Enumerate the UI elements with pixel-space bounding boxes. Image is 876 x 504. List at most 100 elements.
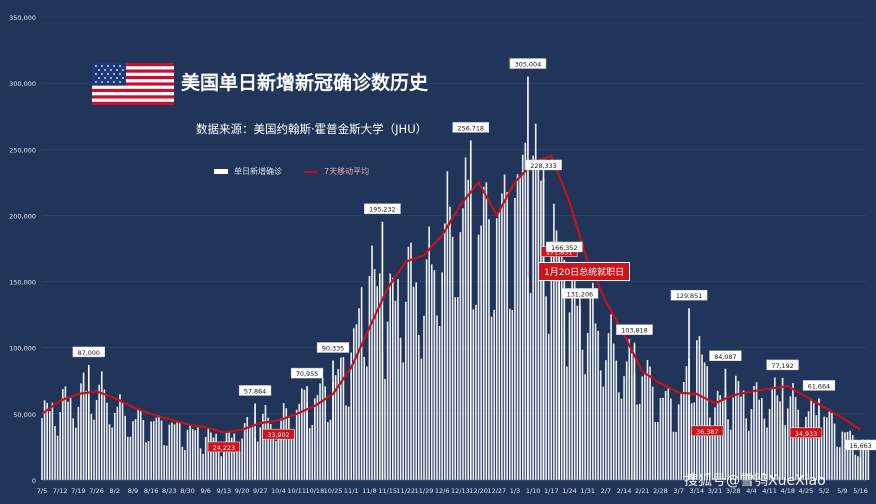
daily-bar bbox=[64, 386, 67, 480]
x-tick-label: 4/18 bbox=[780, 487, 795, 495]
y-tick-label: 350,000 bbox=[9, 14, 36, 22]
daily-bar bbox=[199, 448, 202, 480]
daily-bar bbox=[360, 287, 363, 480]
daily-bar bbox=[521, 154, 524, 480]
daily-bar bbox=[267, 417, 269, 480]
daily-bar bbox=[740, 396, 742, 480]
daily-bar bbox=[308, 428, 311, 480]
daily-bar bbox=[428, 226, 430, 480]
daily-bar bbox=[560, 251, 563, 480]
daily-bar bbox=[737, 381, 740, 480]
daily-bar bbox=[293, 430, 295, 480]
daily-bar bbox=[828, 411, 831, 480]
daily-bar bbox=[337, 369, 340, 480]
x-tick-label: 2/21 bbox=[635, 487, 650, 495]
daily-bar bbox=[165, 445, 168, 480]
daily-bar bbox=[503, 174, 506, 480]
us-flag-graphic bbox=[92, 63, 174, 105]
daily-bar bbox=[701, 354, 703, 480]
daily-bar bbox=[67, 401, 69, 480]
daily-bar bbox=[366, 366, 368, 480]
daily-bar bbox=[410, 242, 412, 480]
daily-bar bbox=[758, 399, 761, 480]
data-label-box bbox=[207, 441, 241, 453]
x-tick-label: 9/6 bbox=[200, 487, 210, 495]
daily-bar bbox=[46, 402, 49, 480]
daily-bar bbox=[454, 297, 456, 480]
x-tick-label: 4/11 bbox=[762, 487, 777, 495]
daily-bar bbox=[415, 282, 417, 480]
x-tick-label: 5/9 bbox=[837, 487, 847, 495]
y-tick-label: 250,000 bbox=[9, 146, 36, 154]
daily-bar bbox=[399, 337, 402, 480]
data-label: 195,232 bbox=[369, 206, 395, 214]
data-label: 16,663 bbox=[849, 442, 871, 450]
daily-bar bbox=[168, 424, 171, 480]
x-tick-label: 11/29 bbox=[415, 487, 434, 495]
daily-bar bbox=[631, 353, 633, 480]
daily-bar bbox=[220, 456, 223, 480]
daily-bar bbox=[132, 421, 134, 480]
daily-bar bbox=[664, 391, 667, 480]
daily-bar bbox=[394, 300, 397, 480]
daily-bar bbox=[233, 433, 236, 480]
daily-bar bbox=[51, 402, 54, 480]
daily-bar bbox=[275, 440, 277, 480]
data-label-box bbox=[238, 385, 272, 396]
daily-bar bbox=[155, 417, 158, 480]
daily-bar bbox=[436, 315, 438, 480]
daily-bar bbox=[129, 436, 132, 480]
daily-bar bbox=[186, 429, 189, 480]
daily-bar bbox=[732, 397, 735, 480]
daily-bar bbox=[836, 446, 838, 480]
daily-bar bbox=[797, 409, 799, 480]
daily-bar bbox=[534, 123, 537, 480]
daily-bar bbox=[636, 404, 638, 480]
daily-bar bbox=[675, 431, 677, 480]
x-tick-label: 11/22 bbox=[396, 487, 415, 495]
daily-bar bbox=[742, 390, 745, 480]
daily-bar bbox=[301, 388, 303, 480]
data-label: 87,000 bbox=[78, 349, 100, 357]
x-tick-label: 7/26 bbox=[89, 487, 104, 495]
daily-bar bbox=[677, 404, 680, 480]
daily-bar bbox=[550, 248, 553, 480]
daily-bar bbox=[251, 425, 254, 480]
daily-bar bbox=[90, 413, 93, 480]
x-tick-label: 1/31 bbox=[580, 487, 595, 495]
daily-bar bbox=[750, 409, 753, 480]
daily-bar bbox=[841, 431, 844, 480]
daily-bar bbox=[100, 371, 103, 480]
daily-bar bbox=[776, 395, 779, 480]
x-tick-label: 11/1 bbox=[344, 487, 359, 495]
inauguration-annotation: 1月20日总统就职日 bbox=[538, 262, 631, 281]
data-label: 36,387 bbox=[696, 428, 718, 436]
daily-bar bbox=[540, 180, 542, 481]
daily-bar bbox=[703, 362, 706, 480]
legend-bar-swatch bbox=[214, 169, 228, 174]
data-label: 61,664 bbox=[808, 382, 830, 390]
daily-bar bbox=[657, 421, 659, 480]
data-label: 171,831 bbox=[546, 249, 572, 257]
daily-bar bbox=[181, 446, 184, 480]
x-tick-label: 1/24 bbox=[562, 487, 577, 495]
x-tick-label: 4/4 bbox=[746, 487, 756, 495]
labeled-bar bbox=[306, 386, 308, 480]
daily-bar bbox=[576, 305, 579, 480]
daily-bar bbox=[545, 296, 547, 480]
daily-bar bbox=[514, 197, 516, 480]
x-tick-label: 5/2 bbox=[819, 487, 829, 495]
data-label: 77,192 bbox=[771, 362, 793, 370]
daily-bar bbox=[641, 376, 644, 480]
daily-bar bbox=[607, 333, 610, 480]
daily-bar bbox=[269, 423, 272, 480]
daily-bar bbox=[620, 398, 623, 480]
daily-bar bbox=[150, 421, 152, 480]
daily-bar bbox=[763, 418, 766, 480]
daily-bar bbox=[85, 390, 87, 480]
daily-bar bbox=[833, 423, 836, 480]
labeled-bar bbox=[332, 360, 334, 480]
daily-bar bbox=[80, 383, 82, 480]
daily-bar bbox=[823, 416, 825, 480]
daily-bar bbox=[368, 275, 371, 480]
